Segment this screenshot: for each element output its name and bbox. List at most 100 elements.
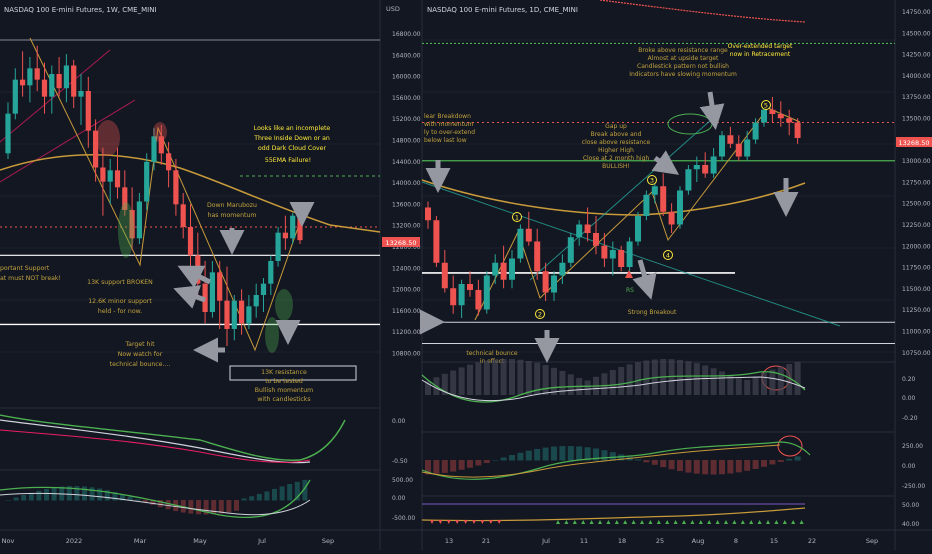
- right-annotation: Candlestick pattern not bullish: [637, 63, 729, 70]
- wave-label-circle: [663, 250, 673, 260]
- candle-body: [85, 91, 91, 131]
- candle-body: [777, 114, 784, 119]
- osc3-marker: [446, 520, 451, 524]
- osc-highlight: [777, 435, 803, 457]
- osc1-bar: [567, 374, 574, 395]
- osc3-marker: [564, 520, 569, 524]
- candle-body: [433, 220, 440, 263]
- right-axis-tick: 11250.00: [902, 307, 931, 314]
- right-axis-tick: 13000.00: [902, 158, 931, 165]
- osc2-bar: [500, 457, 507, 461]
- candle-body: [635, 216, 641, 242]
- right-annotation: Gap up: [605, 123, 627, 130]
- osc3-marker: [690, 520, 695, 524]
- osc3-marker: [589, 520, 594, 524]
- right-price-badge: 13268.50: [898, 139, 929, 147]
- candle-body: [509, 258, 515, 280]
- candle-body: [56, 74, 62, 89]
- osc2-bar: [710, 460, 717, 475]
- osc2-bar: [234, 500, 239, 511]
- left-annotation: Looks like an incomplete: [254, 125, 331, 132]
- osc2-bar: [777, 460, 784, 462]
- osc1-bar: [735, 378, 742, 395]
- osc2-bar: [97, 488, 103, 501]
- osc2-bar: [761, 460, 767, 467]
- left-price-badge-bg: [382, 237, 420, 247]
- osc2-bar: [165, 500, 171, 510]
- highlight-green: [275, 289, 293, 321]
- left-time-tick: Sep: [322, 537, 334, 545]
- osc2-bar: [534, 448, 541, 461]
- osc1-bar: [677, 359, 683, 395]
- right-osc1-tick: -0.20: [902, 415, 918, 422]
- osc3-marker: [791, 520, 796, 524]
- left-annotation: Now watch for: [118, 351, 163, 358]
- osc1-bar: [542, 365, 549, 395]
- candle-body: [668, 211, 675, 225]
- candle-body: [677, 190, 683, 225]
- candle-body: [618, 250, 625, 267]
- center-axis-tick: 16800.00: [392, 31, 421, 38]
- wave-label-circle: [761, 100, 771, 110]
- candle-body: [458, 284, 465, 306]
- osc2-bar: [509, 455, 515, 461]
- candle-body: [151, 136, 157, 162]
- right-axis-tick: 12750.00: [902, 179, 931, 186]
- osc1-bar: [492, 359, 499, 395]
- osc2-bar: [302, 479, 308, 501]
- right-axis-tick: 12250.00: [902, 222, 931, 229]
- osc2-bar: [609, 452, 616, 461]
- center-axis-tick: 14400.00: [392, 159, 421, 166]
- osc2-bar: [425, 460, 431, 475]
- osc3-marker: [766, 520, 770, 524]
- osc2-bar: [36, 490, 42, 501]
- right-panel: 1 2 3 4 5 Broke above resistance rangeAlmost …: [420, 0, 895, 524]
- osc2-bar: [651, 460, 658, 465]
- right-axis-tick: 14250.00: [902, 52, 931, 59]
- osc1-bar: [483, 360, 490, 395]
- marker-triangle: [625, 270, 633, 278]
- right-time-tick: Sep: [866, 537, 878, 545]
- candle-body: [78, 91, 84, 97]
- osc3-marker: [715, 520, 720, 524]
- osc3-marker: [430, 520, 434, 524]
- candle-body: [567, 237, 574, 263]
- right-osc2-tick: 0.00: [902, 463, 916, 470]
- osc1-bar: [601, 373, 608, 395]
- osc2-line: [421, 444, 781, 478]
- center-axis-tick: 14000.00: [392, 180, 421, 187]
- candle-body: [786, 118, 793, 123]
- ema-line: [421, 179, 806, 216]
- right-annotation: lear Breakdown: [424, 113, 471, 120]
- osc1-line-green: [0, 414, 346, 461]
- right-axis-tick: 14750.00: [902, 9, 931, 16]
- candle-body: [71, 65, 77, 97]
- osc3-marker: [724, 520, 728, 524]
- candle-body: [719, 135, 725, 157]
- osc3-marker: [707, 520, 712, 524]
- right-osc2-tick: -250.00: [902, 483, 925, 490]
- candle-body: [752, 122, 759, 140]
- center-axis-tick: 13200.00: [392, 223, 421, 230]
- osc2-bar: [256, 493, 262, 501]
- candle-body: [727, 135, 734, 144]
- candle-body: [158, 136, 164, 154]
- left-annotation: 55EMA Failure!: [265, 157, 311, 164]
- osc1-bar: [441, 373, 448, 395]
- candle-body: [217, 272, 223, 301]
- candle-body: [685, 169, 692, 191]
- osc2-bar: [727, 460, 734, 474]
- right-time-tick: 15: [770, 537, 778, 545]
- right-osc1-tick: 0.00: [902, 395, 916, 402]
- osc2-bar: [287, 483, 293, 501]
- candle-body: [693, 165, 700, 170]
- osc2-bar: [188, 500, 194, 514]
- center-osc2-tick: 500.00: [392, 477, 413, 484]
- osc2-bar: [120, 494, 125, 501]
- candle-body: [626, 241, 633, 267]
- ema-line: [0, 154, 381, 233]
- osc1-bar: [626, 364, 633, 395]
- osc2-bar: [693, 460, 700, 474]
- osc2-bar: [475, 460, 482, 466]
